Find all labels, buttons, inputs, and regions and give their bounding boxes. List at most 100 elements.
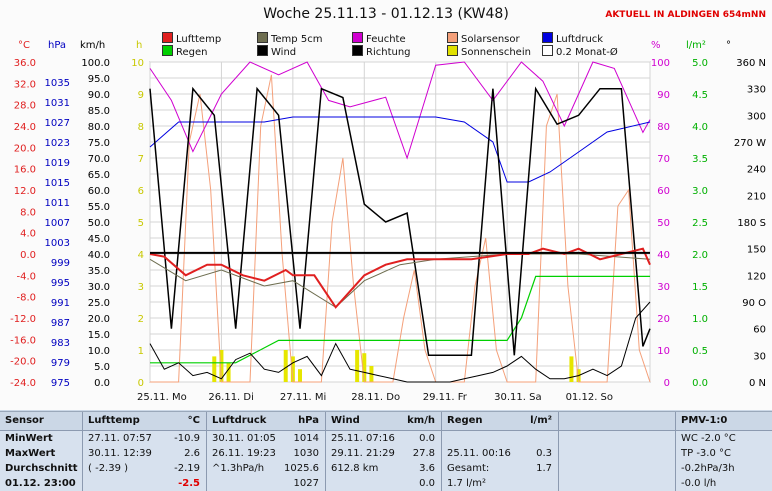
stats-col-pmv: PMV-1:0 WC -2.0 °C TP -3.0 °C -0.2hPa/3h…	[676, 412, 772, 491]
plot-svg: 36.032.028.024.020.016.012.08.04.00.0-4.…	[10, 58, 766, 403]
stats-temp-current: -2.5	[178, 478, 200, 489]
legend-swatch-icon	[447, 32, 458, 43]
direction-tick-label: 180 S	[737, 218, 766, 229]
x-tick-label: 25.11. Mo	[137, 392, 187, 403]
stats-col-spacer	[559, 412, 676, 491]
stats-rain-row-1	[442, 431, 558, 446]
stats-pressure-min: 30.11. 01:05 1014	[212, 433, 319, 444]
stats-pmv-wc: WC -2.0 °C	[681, 433, 736, 444]
sun-tick-label: 3	[138, 282, 144, 293]
stats-temp-max: 30.11. 12:39 2.6	[88, 448, 200, 459]
stats-pmv-tp: TP -3.0 °C	[681, 448, 731, 459]
wind-tick-label: 60.0	[88, 186, 110, 197]
rain-axis-unit: l/m²	[686, 40, 706, 51]
stats-header-pressure: Luftdruck hPa	[207, 412, 325, 431]
wind-tick-label: 45.0	[88, 234, 110, 245]
x-tick-label: 01.12. So	[566, 392, 613, 403]
wind-tick-label: 65.0	[88, 170, 110, 181]
sun-tick-label: 2	[138, 314, 144, 325]
temp-tick-label: 24.0	[14, 122, 36, 133]
sun-tick-label: 7	[138, 154, 144, 165]
series-line-wind	[149, 301, 651, 383]
stats-temp-min: 27.11. 07:57 -10.9	[88, 433, 200, 444]
humidity-tick-label: 40	[657, 250, 670, 261]
stats-temp-avg: ( -2.39 ) -2.19	[88, 463, 200, 474]
pressure-tick-label: 975	[51, 378, 70, 389]
stats-header-spacer	[559, 412, 675, 431]
humidity-tick-label: 100	[651, 58, 670, 69]
wind-tick-label: 5.0	[94, 362, 110, 373]
pressure-tick-label: 1007	[45, 218, 70, 229]
stats-wind-max: 29.11. 21:29 27.8	[331, 448, 435, 459]
pressure-tick-label: 995	[51, 278, 70, 289]
sunshine-bar	[226, 362, 231, 382]
direction-tick-label: 270 W	[734, 138, 766, 149]
direction-axis-unit: °	[726, 40, 731, 51]
temp-tick-label: 32.0	[14, 79, 36, 90]
stats-rain-max: 25.11. 00:16 0.3	[447, 448, 552, 459]
wind-tick-label: 20.0	[88, 314, 110, 325]
stats-col-pressure: Luftdruck hPa 30.11. 01:05 1014 26.11. 19:…	[207, 412, 326, 491]
temp-tick-label: -8.0	[16, 293, 36, 304]
wind-tick-label: 35.0	[88, 266, 110, 277]
temp-tick-label: -16.0	[10, 335, 36, 346]
x-tick-label: 29.11. Fr	[423, 392, 468, 403]
live-location-label: AKTUELL IN ALDINGEN 654mNN	[605, 10, 766, 20]
wind-tick-label: 0.0	[94, 378, 110, 389]
stats-pressure-current: 1027	[293, 478, 319, 489]
legend-swatch-icon	[352, 32, 363, 43]
pressure-axis-unit: hPa	[48, 40, 67, 51]
sun-tick-label: 10	[131, 58, 144, 69]
wind-tick-label: 85.0	[88, 106, 110, 117]
legend-monat-avg: 0.2 Monat-Ø	[542, 45, 618, 58]
series-line-luftdruck	[149, 116, 651, 183]
temp-tick-label: 8.0	[20, 207, 36, 218]
x-tick-label: 26.11. Di	[208, 392, 253, 403]
sunshine-bar	[290, 356, 295, 382]
stats-pmv-pressure-trend: -0.2hPa/3h	[681, 463, 735, 474]
wind-tick-label: 25.0	[88, 298, 110, 309]
humidity-tick-label: 70	[657, 154, 670, 165]
pressure-tick-label: 987	[51, 318, 70, 329]
temp-tick-label: 16.0	[14, 165, 36, 176]
wind-tick-label: 70.0	[88, 154, 110, 165]
legend-swatch-icon	[542, 32, 553, 43]
temp-tick-label: 12.0	[14, 186, 36, 197]
sunshine-bar	[219, 350, 224, 382]
legend-temp5cm: Temp 5cm	[257, 32, 322, 45]
rain-tick-label: 2.0	[692, 250, 708, 261]
humidity-tick-label: 0	[664, 378, 670, 389]
legend-regen: Regen	[162, 45, 208, 58]
legend-swatch-icon	[257, 45, 268, 56]
stats-header-wind: Wind km/h	[326, 412, 441, 431]
series-line-richtung	[149, 86, 651, 357]
stats-header-rain: Regen l/m²	[442, 412, 558, 431]
sunshine-bar	[355, 350, 360, 382]
rain-tick-label: 0.0	[692, 378, 708, 389]
pressure-tick-label: 1015	[45, 178, 70, 189]
stats-col-rain: Regen l/m² 25.11. 00:16 0.3 Gesamt: 1.7 1.7…	[442, 412, 559, 491]
stats-pmv-rain-rate: -0.0 l/h	[681, 478, 717, 489]
legend-feuchte: Feuchte	[352, 32, 406, 45]
stats-wind-current: 0.0	[419, 478, 435, 489]
rain-tick-label: 1.5	[692, 282, 708, 293]
temp-tick-label: 36.0	[14, 58, 36, 69]
legend-lufttemp: Lufttemp	[162, 32, 221, 45]
sun-tick-label: 5	[138, 218, 144, 229]
temp-tick-label: 28.0	[14, 101, 36, 112]
stats-header-sensor: Sensor	[0, 412, 82, 431]
sun-tick-label: 8	[138, 122, 144, 133]
humidity-tick-label: 80	[657, 122, 670, 133]
sun-tick-label: 9	[138, 90, 144, 101]
temp-tick-label: -12.0	[10, 314, 36, 325]
rain-tick-label: 3.5	[692, 154, 708, 165]
stats-col-temp: Lufttemp °C 27.11. 07:57 -10.9 30.11. 12:3…	[83, 412, 207, 491]
stats-wind-avg: 612.8 km 3.6	[331, 463, 435, 474]
rain-tick-label: 2.5	[692, 218, 708, 229]
stats-label-max: MaxWert	[5, 448, 56, 459]
pressure-tick-label: 1023	[45, 138, 70, 149]
legend-luftdruck: Luftdruck	[542, 32, 603, 45]
weather-chart: Woche 25.11.13 - 01.12.13 (KW48) AKTUELL…	[0, 0, 772, 410]
sunshine-bar	[283, 350, 288, 382]
rain-tick-label: 0.5	[692, 346, 708, 357]
